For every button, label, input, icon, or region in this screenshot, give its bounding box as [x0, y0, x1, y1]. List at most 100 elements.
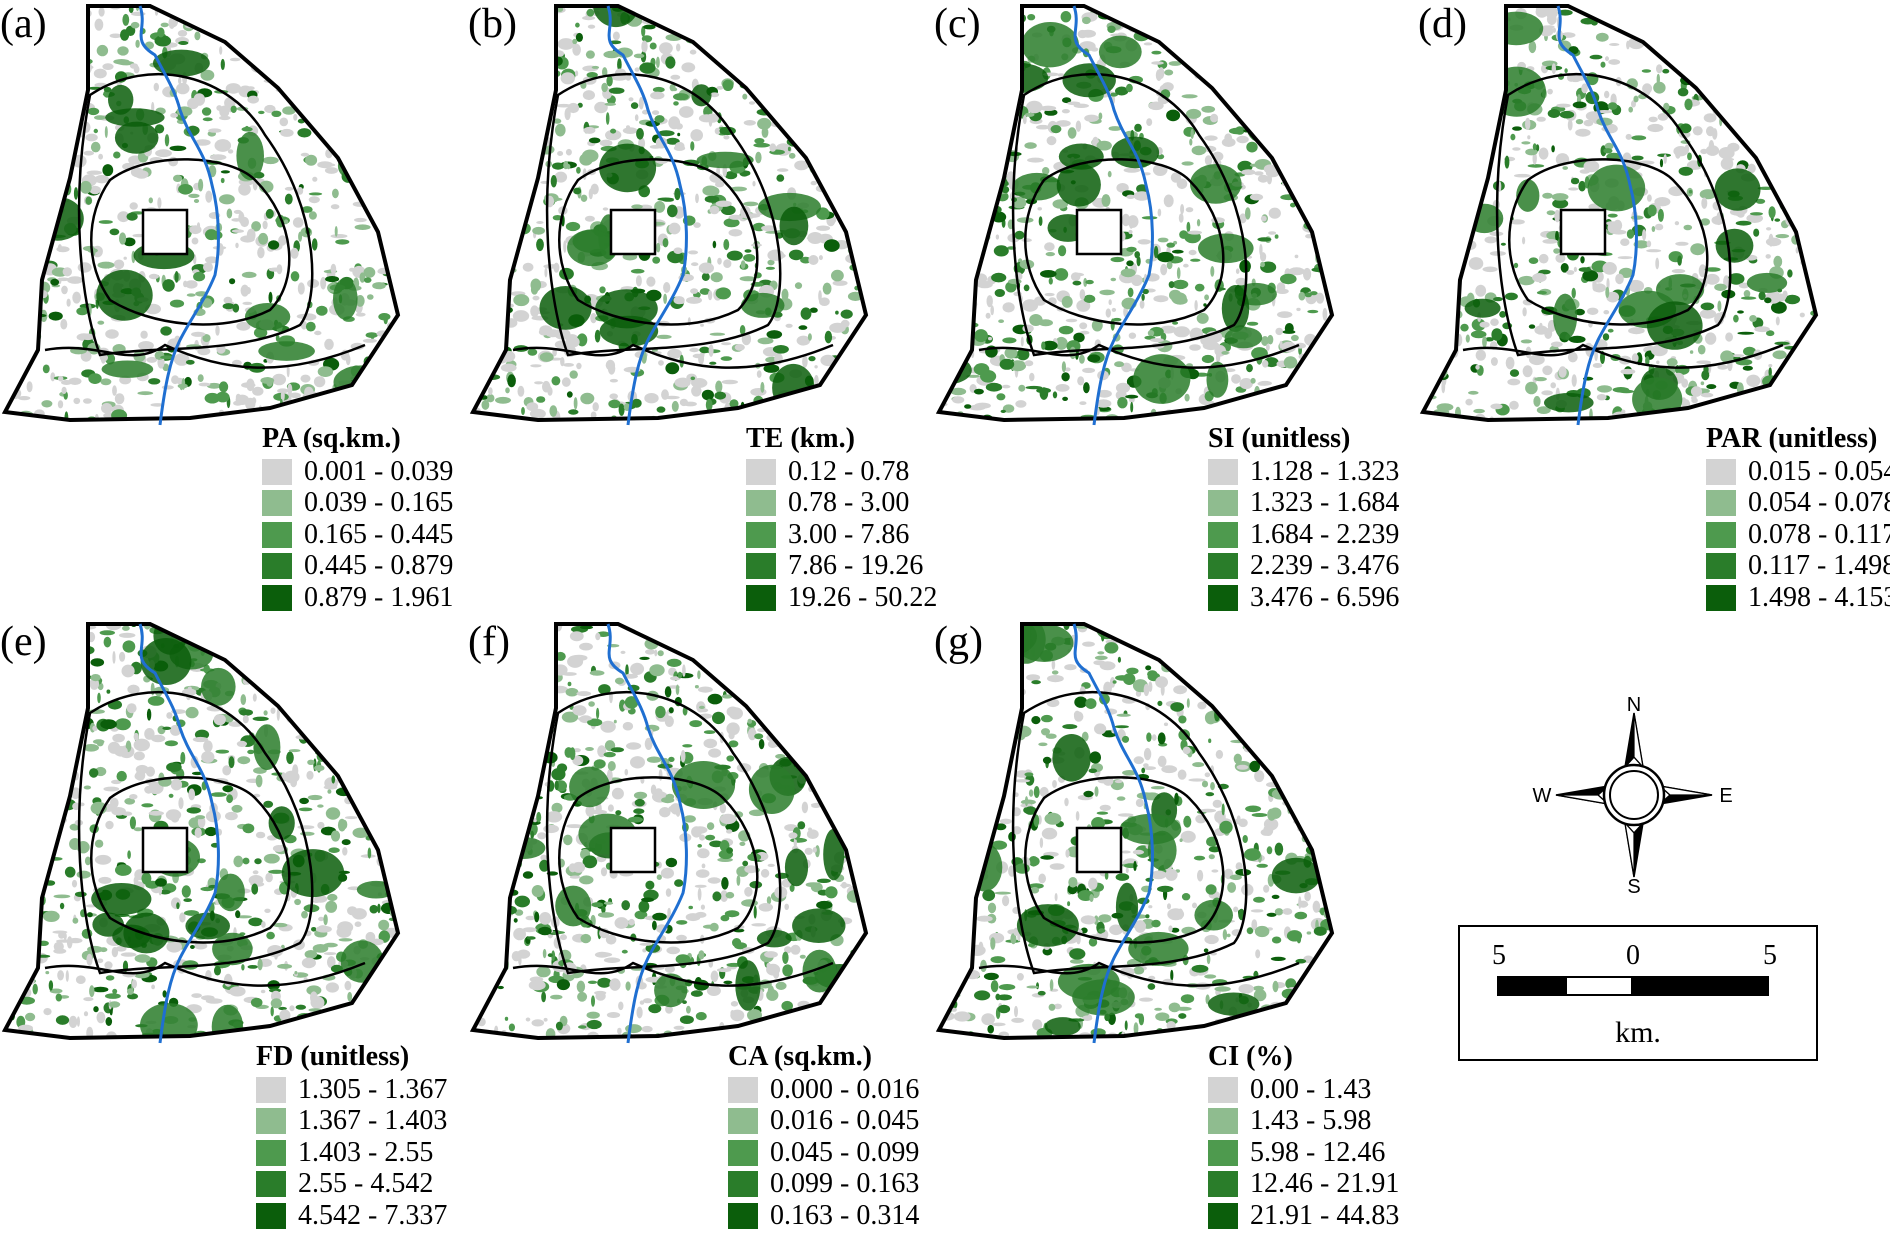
land-patch: [576, 166, 581, 174]
land-patch: [1125, 394, 1139, 399]
land-patch: [1121, 213, 1131, 227]
land-patch: [591, 65, 600, 69]
land-patch: [1131, 274, 1143, 286]
vegetation-cluster: [108, 84, 134, 115]
land-patch: [1310, 291, 1318, 296]
land-patch: [1148, 101, 1164, 111]
land-patch: [720, 890, 729, 902]
land-patch: [652, 86, 665, 93]
land-patch: [323, 942, 338, 948]
land-patch: [1768, 364, 1773, 368]
land-patch: [219, 115, 231, 121]
land-patch: [202, 298, 213, 308]
land-patch: [673, 93, 689, 101]
land-patch: [229, 57, 241, 62]
land-patch: [587, 24, 596, 29]
land-patch: [289, 1005, 295, 1012]
land-patch: [330, 204, 340, 210]
ring-boundary-2: [77, 73, 314, 357]
legend-range: 0.015 - 0.054: [1748, 455, 1890, 487]
land-patch: [816, 225, 831, 231]
land-patch: [743, 120, 756, 126]
land-patch: [305, 154, 318, 166]
land-patch: [1190, 128, 1194, 139]
land-patch: [226, 794, 234, 804]
land-patch: [1607, 102, 1618, 110]
outer-boundary: [1, 622, 401, 1041]
land-patch: [552, 215, 563, 221]
land-patch: [137, 391, 154, 396]
land-patch: [227, 149, 234, 154]
land-patch: [1573, 266, 1577, 272]
land-patch: [87, 107, 100, 116]
land-patch: [612, 31, 620, 41]
land-patch: [111, 779, 122, 785]
vegetation-cluster: [105, 108, 165, 127]
river: [1072, 5, 1154, 426]
land-patch: [301, 910, 308, 919]
land-patch: [705, 834, 716, 841]
land-patch: [246, 228, 256, 242]
land-patch: [630, 102, 639, 109]
land-patch: [1166, 242, 1175, 248]
land-patch: [272, 845, 285, 852]
land-patch: [115, 718, 131, 731]
land-patch: [225, 83, 242, 94]
land-patch: [657, 197, 674, 201]
land-patch: [121, 664, 135, 678]
land-patch: [752, 180, 756, 187]
land-patch: [242, 715, 249, 724]
land-patch: [1720, 157, 1734, 170]
land-patch: [312, 176, 318, 182]
legend-entry: 2.239 - 3.476: [1208, 551, 1399, 583]
legend-range: 1.128 - 1.323: [1250, 455, 1400, 487]
land-patch: [166, 941, 182, 953]
land-patch: [536, 221, 544, 224]
legend-swatch: [256, 1108, 286, 1135]
land-patch: [639, 62, 656, 74]
land-patch: [1204, 294, 1209, 301]
land-patch: [1628, 106, 1633, 113]
land-patch: [105, 993, 121, 999]
land-patch: [1260, 215, 1267, 222]
land-patch: [108, 1001, 121, 1008]
land-patch: [1545, 6, 1558, 19]
land-patch: [83, 1011, 89, 1017]
land-patch: [1126, 246, 1137, 253]
land-patch: [1677, 255, 1682, 266]
land-patch: [1151, 50, 1162, 55]
land-patch: [554, 171, 568, 183]
land-patch: [74, 891, 87, 897]
land-patch: [1231, 374, 1241, 384]
land-patch: [176, 902, 180, 910]
land-patch: [1512, 147, 1521, 151]
land-patch: [1079, 401, 1087, 405]
land-patch: [649, 42, 657, 50]
land-patch: [290, 271, 300, 282]
land-patch: [251, 397, 257, 405]
land-patch: [42, 910, 60, 922]
land-patch: [363, 277, 372, 283]
land-patch: [98, 153, 103, 160]
land-patch: [761, 127, 769, 138]
land-patch: [286, 364, 290, 378]
land-patch: [1555, 230, 1559, 242]
land-patch: [646, 276, 656, 287]
land-patch: [1024, 142, 1037, 149]
legend-range: 4.542 - 7.337: [298, 1199, 448, 1231]
land-patch: [347, 991, 353, 1002]
legend-swatch: [1706, 458, 1736, 485]
land-patch: [698, 114, 715, 123]
land-patch: [255, 831, 266, 839]
land-patch: [824, 330, 833, 344]
legend-range: 0.12 - 0.78: [788, 455, 910, 487]
land-patch: [566, 336, 580, 348]
land-patch: [617, 58, 622, 71]
land-patch: [1567, 119, 1573, 131]
land-patch: [1021, 238, 1032, 243]
land-patch: [1749, 315, 1757, 322]
land-patch: [1072, 272, 1085, 277]
land-patch: [157, 197, 162, 209]
legend-swatch: [1706, 490, 1736, 517]
land-patch: [976, 280, 993, 289]
